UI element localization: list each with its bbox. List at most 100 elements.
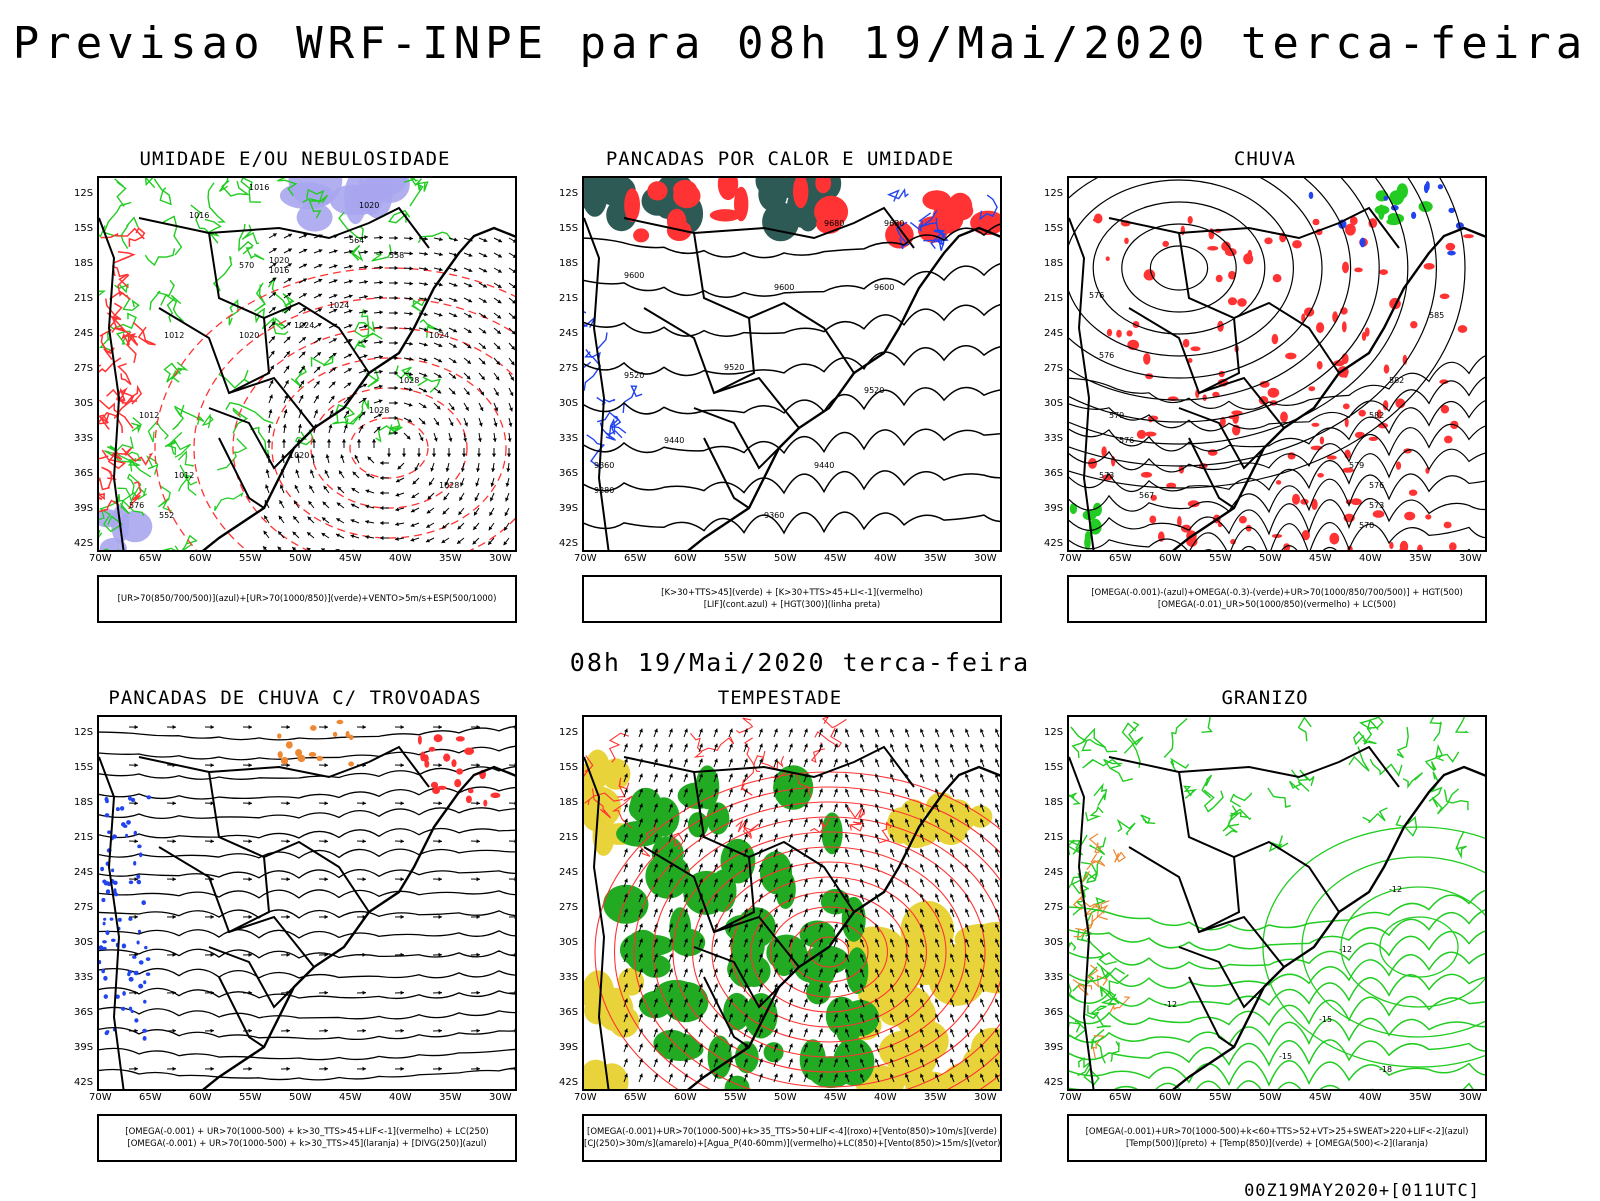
latitude-tick-label: 18S [559,258,578,269]
latitude-tick-label: 39S [1044,1042,1063,1053]
longitude-tick-label: 70W [574,553,597,564]
latitude-tick-label: 21S [74,293,93,304]
latitude-tick-label: 36S [1044,468,1063,479]
contour-label: 576 [1119,436,1134,445]
latitude-tick-label: 33S [559,433,578,444]
longitude-tick-label: 35W [1409,1092,1432,1103]
latitude-tick-label: 18S [74,258,93,269]
contour-label: 1012 [164,331,184,340]
legend-line: [OMEGA(-0.001) + UR>70(1000-500) + k>30_… [99,1138,515,1150]
contour-label: 9600 [774,283,794,292]
map-plot: -12-12-12-15-15-18 [1067,715,1487,1091]
contour-label: 9520 [624,371,644,380]
latitude-tick-label: 36S [74,1007,93,1018]
longitude-tick-label: 50W [774,553,797,564]
latitude-tick-label: 30S [1044,937,1063,948]
latitude-tick-label: 42S [74,1077,93,1088]
contour-label: 558 [389,251,404,260]
latitude-tick-label: 30S [559,398,578,409]
legend-line: [OMEGA(-0.001) + UR>70(1000-500) + k>30_… [99,1126,515,1138]
latitude-tick-label: 12S [559,188,578,199]
latitude-tick-label: 42S [559,538,578,549]
legend-line: [OMEGA(-0.001)-(azul)+OMEGA(-0.3)-(verde… [1069,587,1485,599]
contour-label: 9360 [764,511,784,520]
longitude-tick-label: 30W [974,553,997,564]
contour-label: 570 [1359,521,1374,530]
longitude-tick-label: 70W [1059,553,1082,564]
latitude-tick-label: 36S [559,468,578,479]
legend-box: [OMEGA(-0.001)-(azul)+OMEGA(-0.3)-(verde… [1067,575,1487,623]
contour-label: 576 [129,501,144,510]
longitude-tick-label: 60W [674,1092,697,1103]
contour-label: 1020 [289,451,309,460]
longitude-tick-label: 45W [339,553,362,564]
latitude-tick-label: 27S [559,363,578,374]
longitude-tick-label: 30W [489,553,512,564]
longitude-tick-label: 60W [1159,553,1182,564]
longitude-tick-label: 45W [339,1092,362,1103]
contour-label: 573 [1099,471,1114,480]
contour-label: 9520 [864,386,884,395]
contour-label: 576 [1089,291,1104,300]
latitude-tick-label: 42S [559,1077,578,1088]
latitude-tick-label: 42S [74,538,93,549]
latitude-tick-label: 27S [74,902,93,913]
latitude-tick-label: 30S [74,937,93,948]
contour-label: 573 [1369,501,1384,510]
legend-line: [OMEGA(-0.01)_UR>50(1000/850)(vermelho) … [1069,599,1485,611]
contour-label: -15 [1279,1052,1292,1061]
contour-label: -15 [1319,1015,1332,1024]
panel-title: PANCADAS DE CHUVA C/ TROVOADAS [60,687,530,709]
longitude-tick-label: 70W [1059,1092,1082,1103]
longitude-tick-label: 40W [874,1092,897,1103]
longitude-tick-label: 40W [1359,1092,1382,1103]
legend-line: [LIF](cont.azul) + [HGT(300)](linha pret… [584,599,1000,611]
contour-label: 1020 [359,201,379,210]
longitude-tick-label: 55W [1209,553,1232,564]
latitude-tick-label: 39S [559,503,578,514]
longitude-tick-label: 65W [139,553,162,564]
panel-title: GRANIZO [1030,687,1500,709]
legend-box: [UR>70(850/700/500)](azul)+[UR>70(1000/8… [97,575,517,623]
latitude-tick-label: 27S [1044,902,1063,913]
longitude-tick-label: 35W [439,1092,462,1103]
longitude-tick-label: 60W [1159,1092,1182,1103]
latitude-tick-label: 39S [1044,503,1063,514]
panel-title: TEMPESTADE [545,687,1015,709]
longitude-tick-label: 55W [1209,1092,1232,1103]
latitude-tick-label: 15S [74,762,93,773]
latitude-tick-label: 33S [559,972,578,983]
latitude-tick-label: 33S [1044,972,1063,983]
contour-label: 9680 [884,219,904,228]
latitude-tick-label: 39S [559,1042,578,1053]
legend-box: [OMEGA(-0.001)+UR>70(1000-500)+k>35_TTS>… [582,1114,1002,1162]
legend-line: [OMEGA(-0.001)+UR>70(1000-500)+k>35_TTS>… [584,1126,1000,1138]
longitude-tick-label: 30W [1459,553,1482,564]
latitude-tick-label: 15S [74,223,93,234]
contour-label: 1028 [369,406,389,415]
panel-title: UMIDADE E/OU NEBULOSIDADE [60,148,530,170]
latitude-tick-label: 15S [1044,762,1063,773]
latitude-tick-label: 30S [74,398,93,409]
latitude-tick-label: 21S [559,832,578,843]
contour-label: 1016 [249,183,269,192]
longitude-tick-label: 60W [674,553,697,564]
longitude-tick-label: 65W [624,553,647,564]
latitude-tick-label: 12S [1044,727,1063,738]
contour-label: 1020 [239,331,259,340]
longitude-tick-label: 40W [1359,553,1382,564]
contour-label: 579 [1349,461,1364,470]
longitude-tick-label: 50W [1259,1092,1282,1103]
contour-label: 1012 [174,471,194,480]
panel-title: PANCADAS POR CALOR E UMIDADE [545,148,1015,170]
contour-label: 576 [1099,351,1114,360]
contour-label: 1024 [329,301,349,310]
contour-label: -12 [1389,885,1402,894]
longitude-tick-label: 55W [724,553,747,564]
legend-line: [K>30+TTS>45](verde) + [K>30+TTS>45+LI<-… [584,587,1000,599]
